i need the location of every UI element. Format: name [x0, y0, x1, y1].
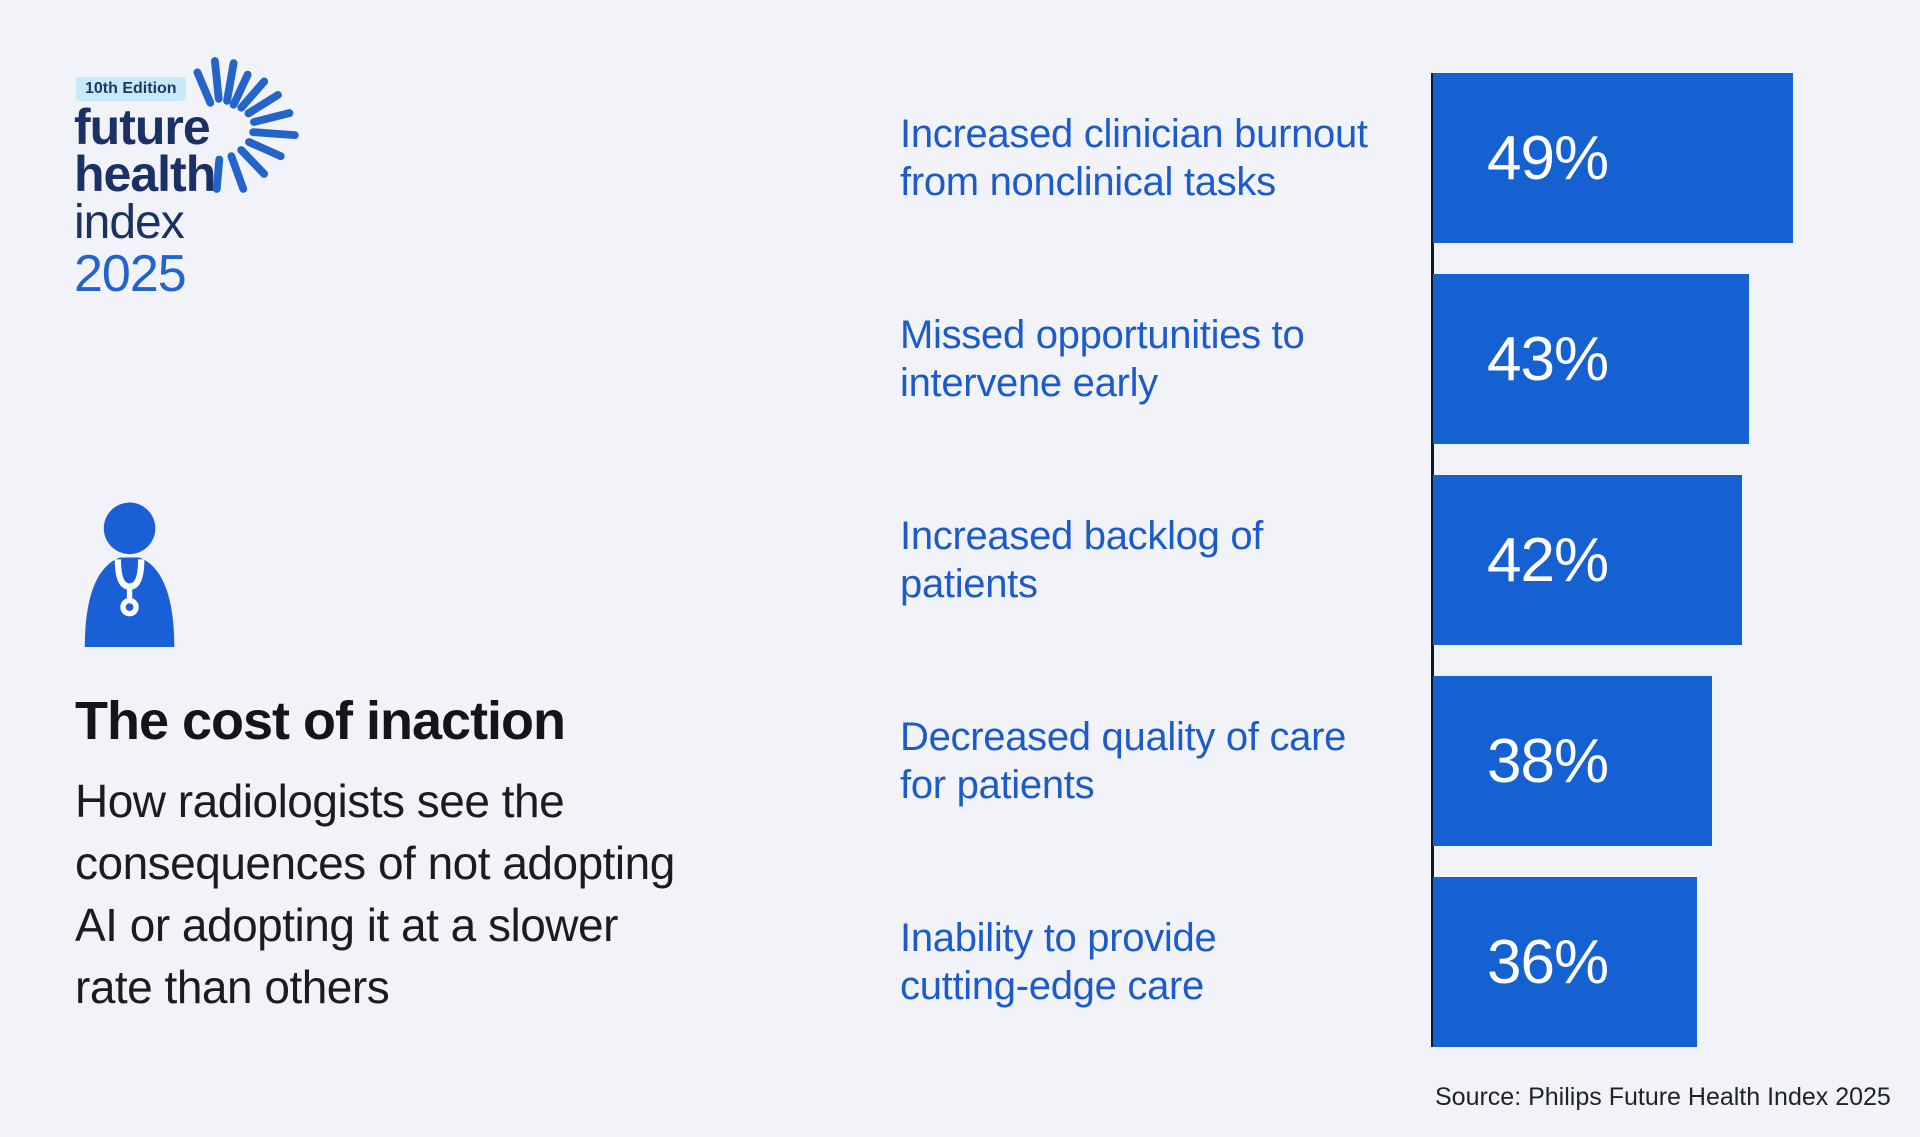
subtitle-line: AI or adopting it at a slower	[75, 899, 618, 951]
bar-value-label: 38%	[1487, 726, 1609, 796]
bar-value-label: 42%	[1487, 525, 1609, 595]
bar-value-label: 49%	[1487, 123, 1609, 193]
page-subtitle: How radiologists see the consequences of…	[75, 770, 675, 1018]
logo-word-health: health	[74, 146, 216, 202]
bar-category-label: Missed opportunities to intervene early	[900, 313, 1305, 405]
chart-axis-line	[1431, 73, 1434, 1047]
subtitle-line: consequences of not adopting	[75, 837, 675, 889]
bar-category-label: Increased backlog of patients	[900, 514, 1264, 606]
doctor-icon	[84, 502, 175, 647]
page-title: The cost of inaction	[75, 691, 566, 751]
bar-value-label: 36%	[1487, 927, 1609, 997]
source-note: Source: Philips Future Health Index 2025	[1435, 1083, 1891, 1111]
bar-row: Inability to provide cutting-edge care 3…	[0, 877, 1920, 1047]
bar-row: Increased backlog of patients 42%	[0, 475, 1920, 645]
edition-badge: 10th Edition	[76, 77, 186, 101]
bar-row: Decreased quality of care for patients 3…	[0, 676, 1920, 846]
bar-value-label: 43%	[1487, 324, 1609, 394]
logo-word-index: index	[74, 196, 185, 249]
logo-word-year: 2025	[74, 245, 187, 303]
bar: 36%	[1433, 877, 1697, 1047]
bar-category-label: Decreased quality of care for patients	[900, 715, 1347, 807]
bar-category-label: Inability to provide cutting-edge care	[900, 916, 1217, 1008]
bar: 43%	[1433, 274, 1749, 444]
subtitle-line: rate than others	[75, 961, 390, 1013]
bar: 38%	[1433, 676, 1712, 846]
bar-category-label: Increased clinician burnout from nonclin…	[900, 112, 1368, 204]
bar-row: Increased clinician burnout from nonclin…	[0, 73, 1920, 243]
bar: 49%	[1433, 73, 1793, 243]
bar: 42%	[1433, 475, 1742, 645]
starburst-icon	[193, 57, 299, 193]
subtitle-line: How radiologists see the	[75, 775, 565, 827]
bar-row: Missed opportunities to intervene early …	[0, 274, 1920, 444]
logo-word-future: future	[74, 99, 211, 155]
